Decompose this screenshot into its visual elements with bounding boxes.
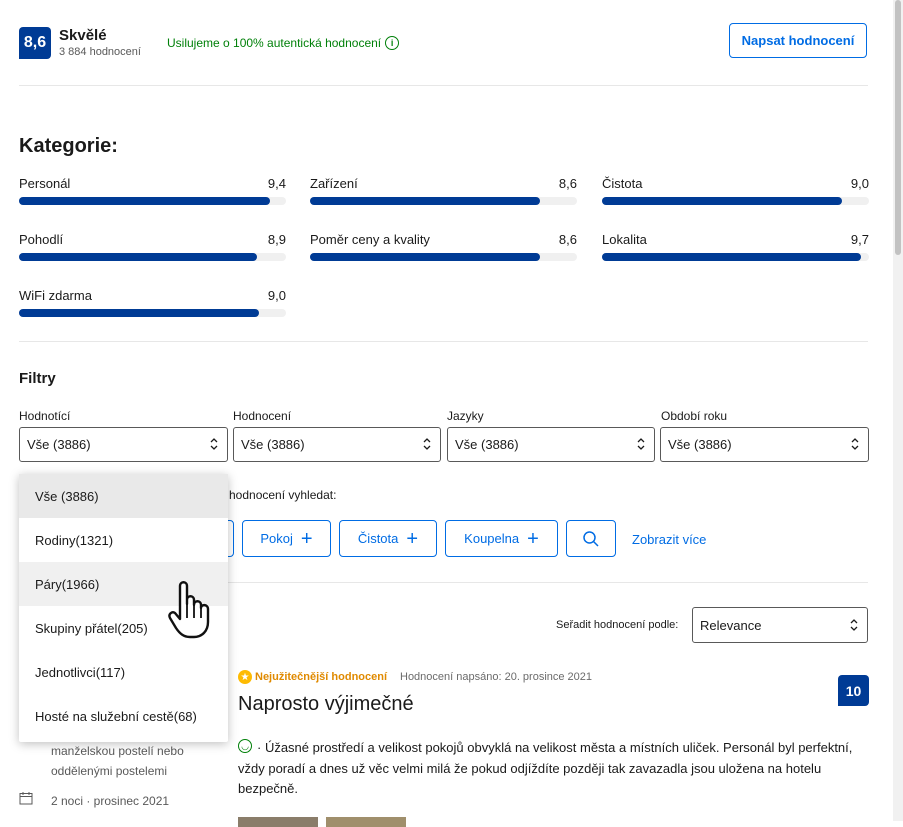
star-icon: ★: [238, 670, 252, 684]
search-icon: [583, 530, 599, 547]
review-count: 3 884 hodnocení: [59, 46, 141, 58]
category-value: 9,0: [267, 288, 286, 303]
most-helpful-badge: Nejužitečnější hodnocení: [255, 671, 388, 683]
category-bar: [19, 309, 286, 317]
info-icon[interactable]: i: [385, 36, 400, 50]
calendar-icon: [19, 792, 33, 805]
dropdown-option[interactable]: Skupiny přátel(205): [35, 620, 148, 636]
category-label: Zařízení: [310, 176, 358, 191]
rating-filter-select[interactable]: Vše (3886): [233, 427, 441, 462]
dropdown-option[interactable]: Rodiny(1321): [35, 532, 114, 548]
category-bar-fill: [19, 253, 257, 261]
category-value: 8,6: [558, 232, 577, 247]
topic-search-hint: hodnocení vyhledat:: [229, 488, 337, 502]
hand-cursor-icon: [168, 581, 210, 639]
select-value: Vše (3886): [455, 437, 519, 452]
category-label: Čistota: [602, 176, 643, 191]
category-bar-fill: [602, 197, 843, 205]
scrollbar[interactable]: [893, 0, 903, 821]
category-label: WiFi zdarma: [19, 288, 92, 303]
reviewer-filter-dropdown: Vše (3886) Rodiny(1321) Páry(1966) Skupi…: [19, 474, 228, 742]
rating-filter-label: Hodnocení: [233, 409, 292, 423]
filters-title: Filtry: [19, 370, 56, 387]
divider: [19, 582, 868, 583]
plus-icon: +: [527, 527, 539, 550]
plus-icon: +: [406, 527, 419, 550]
topic-tag-cleanliness[interactable]: Čistota +: [339, 520, 437, 557]
topic-search-button[interactable]: [566, 520, 616, 557]
category-bar-fill: [310, 253, 540, 261]
select-value: Vše (3886): [668, 437, 732, 452]
category-bar-fill: [19, 197, 270, 205]
reviewer-filter-label: Hodnotící: [19, 409, 71, 423]
dropdown-option[interactable]: Jednotlivci(117): [35, 664, 126, 680]
dropdown-option[interactable]: Vše (3886): [19, 474, 228, 518]
select-value: Vše (3886): [241, 437, 305, 452]
tag-label: Čistota: [357, 531, 399, 546]
chevron-updown-icon: [637, 438, 645, 450]
show-more-link[interactable]: Zobrazit více: [632, 532, 707, 547]
category-value: 9,0: [850, 176, 869, 191]
select-value: Vše (3886): [27, 437, 91, 452]
authenticity-text: Usilujeme o 100% autentická hodnocení: [167, 36, 382, 50]
review-title: Naprosto výjimečné: [238, 693, 414, 715]
review-score-badge: 8,6: [19, 27, 51, 59]
category-bar-fill: [310, 197, 540, 205]
review-score: 10: [838, 675, 869, 706]
category-bar: [19, 253, 286, 261]
category-bar-fill: [602, 253, 861, 261]
topic-tag-room[interactable]: Pokoj +: [242, 520, 331, 557]
review-photo[interactable]: [238, 817, 318, 827]
stay-info: 2 noci · prosinec 2021: [51, 794, 170, 808]
sort-label: Seřadit hodnocení podle:: [556, 619, 679, 631]
chevron-updown-icon: [210, 438, 218, 450]
language-filter-select[interactable]: Vše (3886): [447, 427, 655, 462]
category-value: 9,7: [850, 232, 869, 247]
category-label: Lokalita: [602, 232, 647, 247]
category-value: 9,4: [267, 176, 286, 191]
divider: [19, 85, 868, 86]
category-bar: [310, 197, 577, 205]
category-label: Personál: [19, 176, 71, 191]
scrollbar-thumb[interactable]: [895, 0, 901, 255]
chevron-updown-icon: [850, 619, 858, 631]
category-bar: [19, 197, 286, 205]
category-value: 8,6: [558, 176, 577, 191]
sort-value: Relevance: [700, 617, 762, 633]
season-filter-select[interactable]: Vše (3886): [660, 427, 869, 462]
category-bar: [602, 253, 869, 261]
room-type: manželskou postelí nebo oddělenými poste…: [51, 744, 184, 778]
sort-select[interactable]: Relevance: [692, 607, 868, 643]
category-bar-fill: [19, 309, 260, 317]
chevron-updown-icon: [851, 438, 859, 450]
season-filter-label: Období roku: [661, 409, 728, 423]
category-bar: [602, 197, 869, 205]
divider: [19, 341, 868, 342]
reviewer-filter-select[interactable]: Vše (3886): [19, 427, 228, 462]
categories-heading: Kategorie:: [19, 135, 118, 157]
chevron-updown-icon: [423, 438, 431, 450]
review-photo[interactable]: [326, 817, 406, 827]
category-bar: [310, 253, 577, 261]
score-word: Skvělé: [59, 27, 107, 44]
review-date: Hodnocení napsáno: 20. prosince 2021: [400, 671, 593, 683]
tag-label: Pokoj: [260, 531, 293, 546]
plus-icon: +: [300, 527, 313, 550]
topic-tag-bathroom[interactable]: Koupelna +: [445, 520, 558, 557]
language-filter-label: Jazyky: [447, 409, 484, 423]
review-text: · Úžasné prostředí a velikost pokojů obv…: [238, 740, 853, 796]
tag-label: Koupelna: [464, 531, 520, 546]
category-label: Pohodlí: [19, 232, 64, 247]
category-value: 8,9: [267, 232, 286, 247]
write-review-button[interactable]: Napsat hodnocení: [729, 23, 867, 58]
authenticity-note: Usilujeme o 100% autentická hodnocení i: [167, 36, 400, 50]
smile-icon: ◡: [238, 739, 252, 753]
category-label: Poměr ceny a kvality: [310, 232, 430, 247]
dropdown-option[interactable]: Hosté na služební cestě(68): [35, 708, 197, 724]
